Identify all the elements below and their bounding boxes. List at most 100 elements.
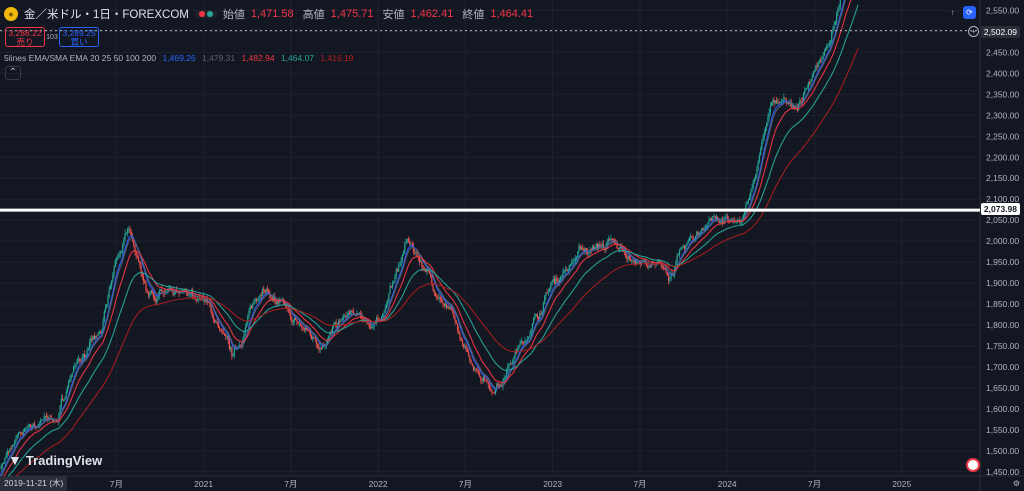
x-tick-label-1: 2021 [194, 479, 213, 489]
y-tick-label-2: 1,550.00 [986, 425, 1019, 435]
y-tick-label-20: 2,450.00 [986, 47, 1019, 57]
candle-body-307 [377, 317, 379, 320]
candle-body-326 [400, 260, 402, 266]
candle-body-124 [152, 293, 154, 298]
candle-body-575 [706, 226, 708, 228]
candle-body-550 [675, 261, 677, 268]
candle-body-222 [272, 296, 275, 300]
ema-line-200 [0, 48, 859, 488]
indicator-value-4: 1,416.19 [320, 53, 354, 63]
candle-body-99 [122, 245, 124, 253]
spread-value: 103 [46, 33, 58, 41]
candle-body-508 [623, 251, 626, 253]
candle-body-468 [574, 258, 576, 261]
candle-body-607 [745, 204, 747, 213]
candle-body-461 [566, 269, 568, 272]
candle-body-400 [491, 390, 493, 393]
candle-body-181 [222, 332, 224, 334]
market-status-dots[interactable] [194, 10, 217, 18]
candle-body-16 [20, 431, 22, 435]
candle-body-356 [437, 297, 439, 299]
candle-body-429 [526, 338, 529, 341]
indicator-name: 5lines EMA/SMA EMA 20 25 50 100 200 [4, 53, 157, 63]
candle-body-37 [46, 416, 48, 418]
candle-body-386 [474, 368, 476, 370]
candle-body-670 [822, 56, 824, 59]
candle-body-209 [257, 299, 259, 301]
close-label: 終値 [462, 9, 485, 21]
scroll-up-arrow-icon[interactable]: ↑ [950, 8, 955, 17]
candle-body-620 [761, 142, 763, 151]
candle-body-351 [431, 275, 433, 284]
candle-body-609 [747, 199, 749, 203]
refresh-icon[interactable]: ⟳ [963, 6, 976, 19]
candle-body-194 [238, 344, 240, 348]
candle-body-513 [629, 258, 632, 261]
candle-body-333 [409, 240, 411, 244]
candle-body-457 [561, 276, 563, 278]
candle-body-394 [483, 376, 486, 380]
candle-body-680 [834, 21, 837, 24]
candle-body-275 [337, 321, 340, 326]
candle-body-38 [47, 417, 49, 420]
candle-body-349 [428, 270, 430, 274]
candle-body-262 [322, 345, 324, 349]
candle-body-280 [344, 315, 346, 318]
candle-body-2 [3, 462, 5, 464]
candle-body-85 [104, 307, 107, 312]
candle-body-22 [27, 426, 29, 428]
candle-body-439 [539, 313, 541, 319]
candle-body-471 [578, 245, 580, 252]
sell-button[interactable]: 3,288.22 売り [5, 27, 45, 47]
candle-body-664 [815, 65, 817, 71]
candle-body-323 [396, 269, 399, 272]
candle-body-177 [217, 323, 219, 328]
candle-body-477 [585, 248, 587, 252]
candle-body-171 [210, 303, 212, 313]
symbol-title[interactable]: 金／米ドル・1日・FOREXCOM [24, 9, 189, 21]
candle-body-300 [368, 323, 370, 328]
candle-body-89 [109, 285, 112, 290]
candle-body-292 [358, 312, 361, 315]
buy-button[interactable]: 3,289.25 買い [59, 27, 99, 47]
candle-body-186 [228, 340, 230, 350]
candle-body-212 [260, 294, 262, 296]
collapse-legend-chevron-icon[interactable]: ⌃ [5, 66, 21, 80]
candle-body-96 [118, 254, 120, 258]
candle-body-418 [513, 356, 515, 361]
candle-body-391 [480, 376, 482, 381]
candle-body-474 [582, 248, 584, 250]
candle-body-267 [328, 336, 330, 340]
candle-body-628 [771, 102, 773, 107]
candle-body-396 [486, 379, 488, 383]
candle-body-131 [161, 289, 163, 292]
candle-body-452 [555, 277, 557, 284]
candle-body-669 [821, 58, 823, 62]
candle-body-469 [575, 257, 578, 259]
candle-body-1 [1, 463, 4, 466]
candle-body-652 [800, 100, 802, 102]
candle-body-372 [456, 323, 459, 331]
candle-body-34 [42, 419, 44, 421]
candle-body-519 [637, 261, 639, 263]
candle-body-636 [780, 101, 783, 103]
low-value: 1,462.41 [410, 8, 454, 20]
candle-body-220 [270, 297, 272, 299]
candle-body-23 [28, 424, 31, 427]
candle-body-488 [599, 244, 601, 247]
candle-body-475 [583, 249, 585, 252]
settings-gear-icon[interactable]: ⚙ [1012, 479, 1021, 488]
candle-body-183 [225, 335, 227, 337]
candle-body-529 [649, 266, 651, 268]
candle-body-460 [564, 269, 567, 271]
candle-body-140 [172, 289, 174, 295]
add-plus-icon[interactable]: + [968, 26, 979, 37]
candle-body-486 [596, 243, 599, 250]
candle-body-338 [415, 251, 417, 253]
indicator-legend[interactable]: 5lines EMA/SMA EMA 20 25 50 100 200 1,46… [4, 53, 358, 63]
candle-body-95 [117, 257, 119, 259]
y-tick-label-5: 1,700.00 [986, 362, 1019, 372]
candle-body-467 [573, 260, 575, 262]
candle-body-69 [85, 355, 87, 358]
